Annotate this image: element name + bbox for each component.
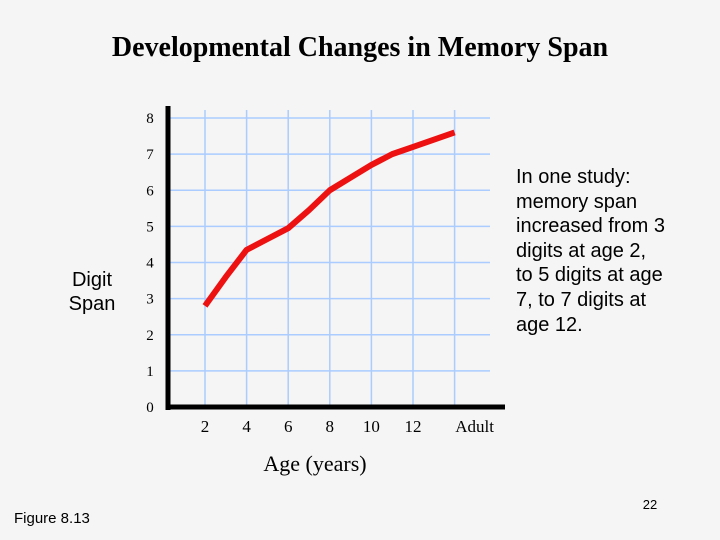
axes [165, 106, 505, 410]
y-tick-label: 5 [146, 219, 154, 235]
y-tick-label: 6 [146, 183, 154, 199]
y-tick-label: 3 [146, 292, 154, 308]
y-tick-label: 8 [146, 111, 154, 127]
y-axis-label: Digit Span [68, 269, 116, 315]
y-tick-label: 0 [146, 400, 154, 416]
x-tick-label: 12 [405, 417, 422, 436]
page-number: 22 [642, 497, 658, 512]
annotation-text: In one study: memory span increased from… [516, 166, 665, 336]
chart-title: Developmental Changes in Memory Span [111, 32, 609, 63]
figure-label: Figure 8.13 [14, 510, 90, 527]
y-tick-labels: 0 1 2 3 4 5 6 7 8 [146, 111, 154, 416]
series [202, 129, 456, 308]
x-tick-labels: 2 4 6 8 10 12 Adult [201, 417, 494, 436]
x-tick-label: 10 [363, 417, 380, 436]
y-tick-label: 7 [146, 147, 154, 163]
grid [168, 110, 490, 407]
x-tick-label: Adult [455, 417, 494, 436]
y-tick-label: 1 [146, 364, 154, 380]
series-line [202, 129, 456, 308]
y-tick-label: 4 [146, 256, 154, 272]
x-tick-label: 8 [326, 417, 335, 436]
x-tick-label: 2 [201, 417, 210, 436]
x-axis-label: Age (years) [263, 451, 367, 476]
x-tick-label: 6 [284, 417, 293, 436]
y-tick-label: 2 [146, 328, 154, 344]
x-tick-label: 4 [242, 417, 251, 436]
